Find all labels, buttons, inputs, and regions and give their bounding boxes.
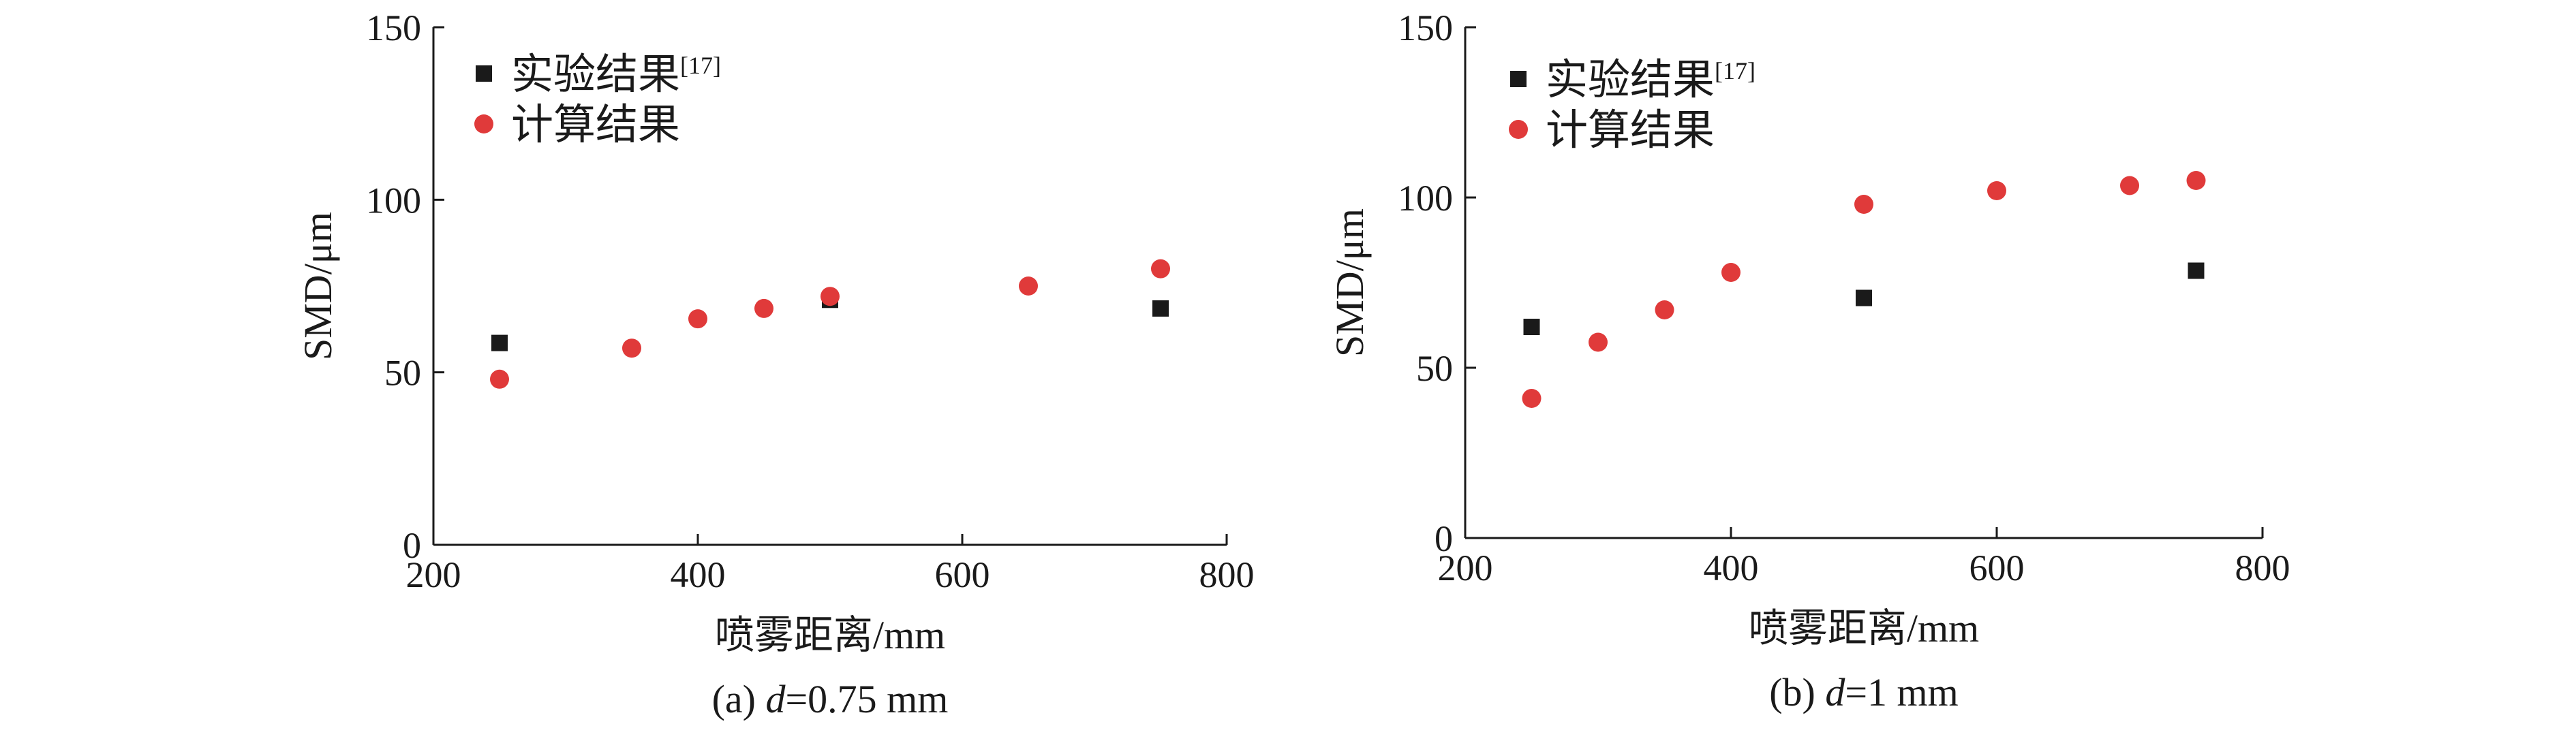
legend-name: 计算结果 xyxy=(1546,108,1715,154)
legend-label: 计算结果 xyxy=(1546,108,1715,154)
chart-panel-b: 200 400 600 800 0 50 100 150 喷雾距离/mm SMD/μm (b) d=… xyxy=(1328,7,2290,714)
data-point-calculated xyxy=(1655,300,1674,319)
y-tick-label: 150 xyxy=(366,7,421,48)
x-tick-label: 200 xyxy=(406,554,461,595)
x-tick-label: 800 xyxy=(2235,548,2290,588)
y-tick-label: 0 xyxy=(1435,518,1453,559)
x-tick-label: 600 xyxy=(935,554,990,595)
legend-marker-circle xyxy=(474,114,493,133)
x-tick-label: 400 xyxy=(1704,548,1759,588)
data-point-calculated xyxy=(1019,276,1038,296)
x-tick-label: 600 xyxy=(1969,548,2025,588)
legend-label: 实验结果[17] xyxy=(1546,57,1755,104)
legend-label: 实验结果[17] xyxy=(511,52,721,98)
y-tick-label: 150 xyxy=(1398,7,1453,48)
data-point-experiment xyxy=(1523,319,1540,335)
legend: 实验结果[17]计算结果 xyxy=(1509,57,1755,154)
x-tick-label: 800 xyxy=(1199,554,1255,595)
y-axis-label: SMD/μm xyxy=(1328,208,1372,357)
data-point-calculated xyxy=(2186,171,2206,190)
legend-marker-square xyxy=(1510,71,1527,87)
data-point-calculated xyxy=(1522,389,1542,408)
panel-caption: (a) d=0.75 mm xyxy=(712,677,949,721)
caption-variable: d xyxy=(765,677,786,721)
data-point-calculated xyxy=(754,298,773,318)
data-point-experiment xyxy=(1856,289,1872,306)
y-tick-label: 100 xyxy=(366,180,421,221)
caption-variable: d xyxy=(1825,670,1845,714)
caption-prefix: (a) xyxy=(712,677,766,721)
caption-prefix: (b) xyxy=(1769,670,1825,714)
x-axis-label: 喷雾距离/mm xyxy=(715,613,945,657)
data-point-experiment xyxy=(2188,262,2205,279)
y-tick-label: 50 xyxy=(384,353,421,394)
legend: 实验结果[17]计算结果 xyxy=(474,52,721,148)
y-tick-label: 100 xyxy=(1398,178,1453,219)
x-tick-label: 400 xyxy=(671,554,726,595)
data-point-calculated xyxy=(1589,332,1608,352)
caption-suffix: =0.75 mm xyxy=(785,677,948,721)
x-tick-label: 200 xyxy=(1438,548,1493,588)
data-point-calculated xyxy=(1721,263,1741,282)
legend-name: 实验结果 xyxy=(511,52,680,98)
data-point-calculated xyxy=(1854,195,1873,214)
panel-caption: (b) d=1 mm xyxy=(1769,670,1959,714)
legend-citation: [17] xyxy=(1715,57,1755,84)
data-point-calculated xyxy=(2120,176,2139,195)
legend-marker-square xyxy=(476,65,492,82)
legend-name: 计算结果 xyxy=(511,102,680,148)
legend-citation: [17] xyxy=(680,52,721,79)
data-point-experiment xyxy=(491,334,508,351)
data-point-calculated xyxy=(1987,181,2006,200)
data-point-calculated xyxy=(490,369,509,389)
data-point-calculated xyxy=(1151,259,1170,279)
y-tick-label: 50 xyxy=(1416,348,1453,389)
data-point-calculated xyxy=(622,338,641,358)
legend-name: 实验结果 xyxy=(1546,57,1715,104)
caption-suffix: =1 mm xyxy=(1845,670,1958,714)
chart-panel-a: 200 400 600 800 0 50 100 150 喷雾距离/mm SMD/μm (a) d=… xyxy=(296,7,1255,721)
data-point-calculated xyxy=(821,287,840,306)
y-tick-label: 0 xyxy=(403,525,421,566)
legend-marker-circle xyxy=(1509,120,1528,139)
data-point-experiment xyxy=(1152,300,1169,317)
data-point-calculated xyxy=(688,309,707,329)
legend-label: 计算结果 xyxy=(511,102,680,148)
y-axis-label: SMD/μm xyxy=(296,212,340,360)
x-axis-label: 喷雾距离/mm xyxy=(1749,606,1979,650)
